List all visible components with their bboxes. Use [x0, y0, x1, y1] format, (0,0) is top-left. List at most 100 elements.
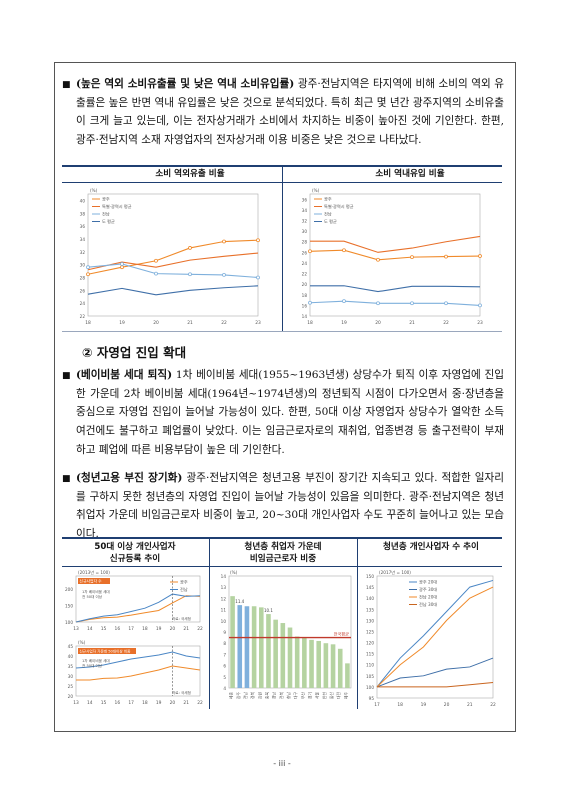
- x-tick-label: 22: [443, 320, 449, 326]
- series-line: [377, 681, 494, 688]
- x-tick-label: 18: [142, 700, 148, 706]
- x-tick-label: 15: [101, 700, 107, 706]
- annotation-text: 전 50대 이상: [82, 594, 103, 599]
- chart-row2-sub-rule: [62, 566, 502, 567]
- y-tick-label: 20: [68, 694, 74, 699]
- source-text: 자료: 국세청: [172, 616, 191, 621]
- data-point: [86, 272, 90, 277]
- x-tick-label: 20: [444, 702, 450, 708]
- bar: [337, 648, 343, 688]
- x-tick-label: 20: [170, 700, 176, 706]
- x-tick-label: 21: [183, 700, 189, 706]
- reference-label: 전국평균: [334, 631, 350, 638]
- y-tick-label: 28: [302, 240, 308, 245]
- data-point: [342, 299, 346, 304]
- data-point: [410, 301, 414, 306]
- chart-row2-top-rule: [62, 537, 502, 539]
- x-tick-label: 전북: [279, 692, 284, 700]
- section-heading: ② 자영업 진입 확대: [82, 345, 187, 360]
- note-box-label: 신규사업자 가운데 50대이상 비중: [80, 648, 132, 653]
- y-tick-label: 38: [80, 211, 86, 216]
- legend-label: 전남: [180, 586, 188, 592]
- unit-label: (2017년 = 100): [379, 569, 411, 575]
- y-tick-label: 140: [366, 596, 374, 601]
- x-tick-label: 14: [87, 700, 93, 706]
- legend-label: 도 평균: [102, 218, 115, 224]
- bar: [258, 607, 264, 688]
- x-tick-label: 19: [421, 702, 427, 708]
- unit-label: (%): [230, 570, 238, 575]
- data-point: [222, 239, 226, 244]
- data-point: [342, 248, 346, 253]
- legend-label: 전남 20대: [419, 594, 437, 601]
- series-line: [309, 249, 481, 261]
- x-tick-label: 18: [397, 702, 403, 708]
- bullet-marker: ■: [62, 474, 71, 484]
- x-tick-label: 20: [170, 626, 176, 632]
- x-tick-label: 제주: [343, 692, 348, 700]
- startup-chart-title: 50대 이상 개인사업자 신규등록 추이: [94, 542, 176, 564]
- data-point: [256, 275, 260, 280]
- nonwage-chart-title: 청년층 취업자 가운데 비임금근로자 비중: [244, 542, 322, 564]
- bar: [316, 640, 322, 688]
- y-tick-label: 34: [302, 208, 308, 213]
- chart-row2-divider-1: [209, 537, 210, 709]
- bar: [294, 636, 300, 688]
- bullet-marker: ■: [62, 371, 71, 381]
- y-tick-label: 10: [221, 619, 227, 624]
- unit-label: (%): [78, 640, 86, 645]
- y-tick-label: 14: [302, 314, 308, 319]
- page-number: - iii -: [273, 759, 291, 768]
- series-line: [309, 300, 481, 306]
- data-point: [308, 300, 312, 305]
- x-tick-label: 15: [101, 626, 107, 632]
- series-line: [76, 665, 201, 681]
- y-tick-label: 28: [80, 275, 86, 280]
- plot-area: [309, 193, 481, 317]
- x-tick-label: 19: [156, 626, 162, 632]
- y-tick-label: 100: [366, 685, 374, 690]
- x-tick-label: 16: [115, 700, 121, 706]
- x-tick-label: 21: [409, 320, 415, 326]
- data-point: [444, 301, 448, 306]
- section3-title: (청년고용 부진 장기화): [76, 472, 183, 484]
- bar: [323, 643, 329, 688]
- data-point: [410, 255, 414, 260]
- x-tick-label: 경기: [308, 692, 313, 700]
- section1-text: 광주·전남지역은 타지역에 비해 소비의 역외 유출률은 높은 반면 역내 유입…: [76, 78, 504, 147]
- x-tick-label: 21: [187, 320, 193, 326]
- inflow-chart-title: 소비 역내유입 비율: [375, 169, 445, 179]
- x-tick-label: 부산: [300, 692, 305, 700]
- youth-biz-chart-title: 청년층 개인사업자 수 추이: [383, 542, 479, 552]
- x-tick-label: 23: [477, 320, 483, 326]
- y-tick-label: 26: [80, 288, 86, 293]
- x-tick-label: 강원: [257, 692, 262, 700]
- series-line: [87, 285, 259, 296]
- legend-label: 전남: [102, 211, 110, 217]
- y-tick-label: 24: [80, 301, 86, 306]
- bar: [266, 614, 271, 688]
- data-point: [86, 265, 90, 270]
- y-tick-label: 12: [221, 596, 227, 601]
- data-point: [376, 257, 380, 262]
- y-tick-label: 40: [68, 654, 74, 659]
- inflow-chart: 14 16 18 20 22 24 26 28 30 32 34 36 18 19 20 21 22 23 (%) 광…: [302, 188, 483, 326]
- plot-area: [75, 645, 201, 697]
- x-tick-label: 19: [156, 700, 162, 706]
- y-tick-label: 145: [366, 585, 374, 590]
- y-tick-label: 32: [302, 219, 308, 224]
- y-tick-label: 200: [65, 587, 73, 592]
- unit-label: (2013년 = 100): [78, 569, 110, 575]
- series-line: [310, 235, 481, 253]
- x-tick-label: 14: [87, 626, 93, 632]
- series-line: [87, 263, 259, 279]
- bar: [251, 606, 257, 688]
- y-tick-label: 14: [221, 574, 227, 579]
- y-tick-label: 110: [366, 663, 374, 668]
- data-point: [376, 301, 380, 306]
- x-tick-label: 22: [197, 626, 203, 632]
- y-tick-label: 18: [302, 293, 308, 298]
- series-line: [75, 593, 201, 623]
- y-tick-label: 30: [80, 263, 86, 268]
- data-point: [444, 254, 448, 259]
